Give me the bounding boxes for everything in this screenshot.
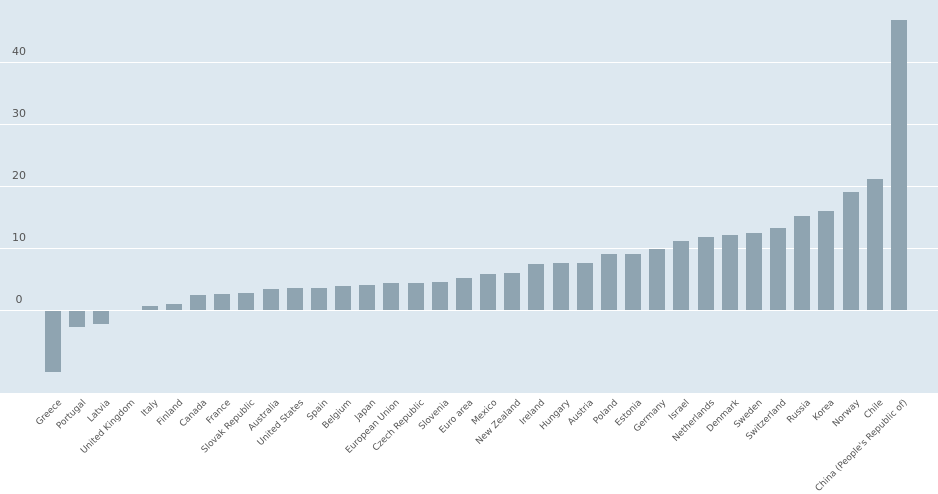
bar: [408, 283, 424, 310]
bar: [673, 241, 689, 310]
bar: [891, 19, 907, 310]
bar: [843, 192, 859, 310]
bar: [818, 211, 834, 310]
gridline: [0, 62, 938, 63]
bar: [190, 295, 206, 310]
bar: [553, 262, 569, 310]
bar: [698, 236, 714, 310]
bar: [722, 234, 738, 310]
bar: [69, 311, 85, 328]
bar: [577, 262, 593, 310]
y-tick-label: 30: [12, 107, 26, 120]
bar: [166, 304, 182, 310]
bar: [93, 311, 109, 325]
bar: [383, 282, 399, 310]
bar: [359, 285, 375, 310]
bar: [504, 272, 520, 310]
bar: [287, 288, 303, 310]
bar: [263, 288, 279, 310]
bar: [794, 216, 810, 310]
bar: [142, 305, 158, 310]
y-tick-label: 0: [15, 293, 23, 306]
bar: [432, 282, 448, 310]
bar: [45, 311, 61, 372]
gridline: [0, 124, 938, 125]
x-tick-label: Italy: [139, 398, 161, 419]
bar: [214, 293, 230, 310]
bar: [335, 285, 351, 310]
bar: [456, 277, 472, 310]
bar: [867, 179, 883, 310]
plot-area: 0 10 20 30 40: [0, 0, 938, 393]
bar: [649, 249, 665, 310]
y-tick-label: 40: [12, 45, 26, 58]
bar: [746, 233, 762, 310]
y-tick-label: 10: [12, 231, 26, 244]
x-tick-label: Norway: [831, 398, 863, 430]
gridline: [0, 248, 938, 249]
gridline: [0, 310, 938, 311]
gridline: [0, 186, 938, 187]
bar: [528, 264, 544, 310]
bar: [625, 254, 641, 310]
y-tick-label: 20: [12, 169, 26, 182]
x-tick-label: Russia: [785, 398, 814, 426]
bar: [238, 293, 254, 310]
bar: [770, 227, 786, 310]
bar: [601, 254, 617, 310]
bar: [480, 274, 496, 310]
bar: [311, 288, 327, 310]
